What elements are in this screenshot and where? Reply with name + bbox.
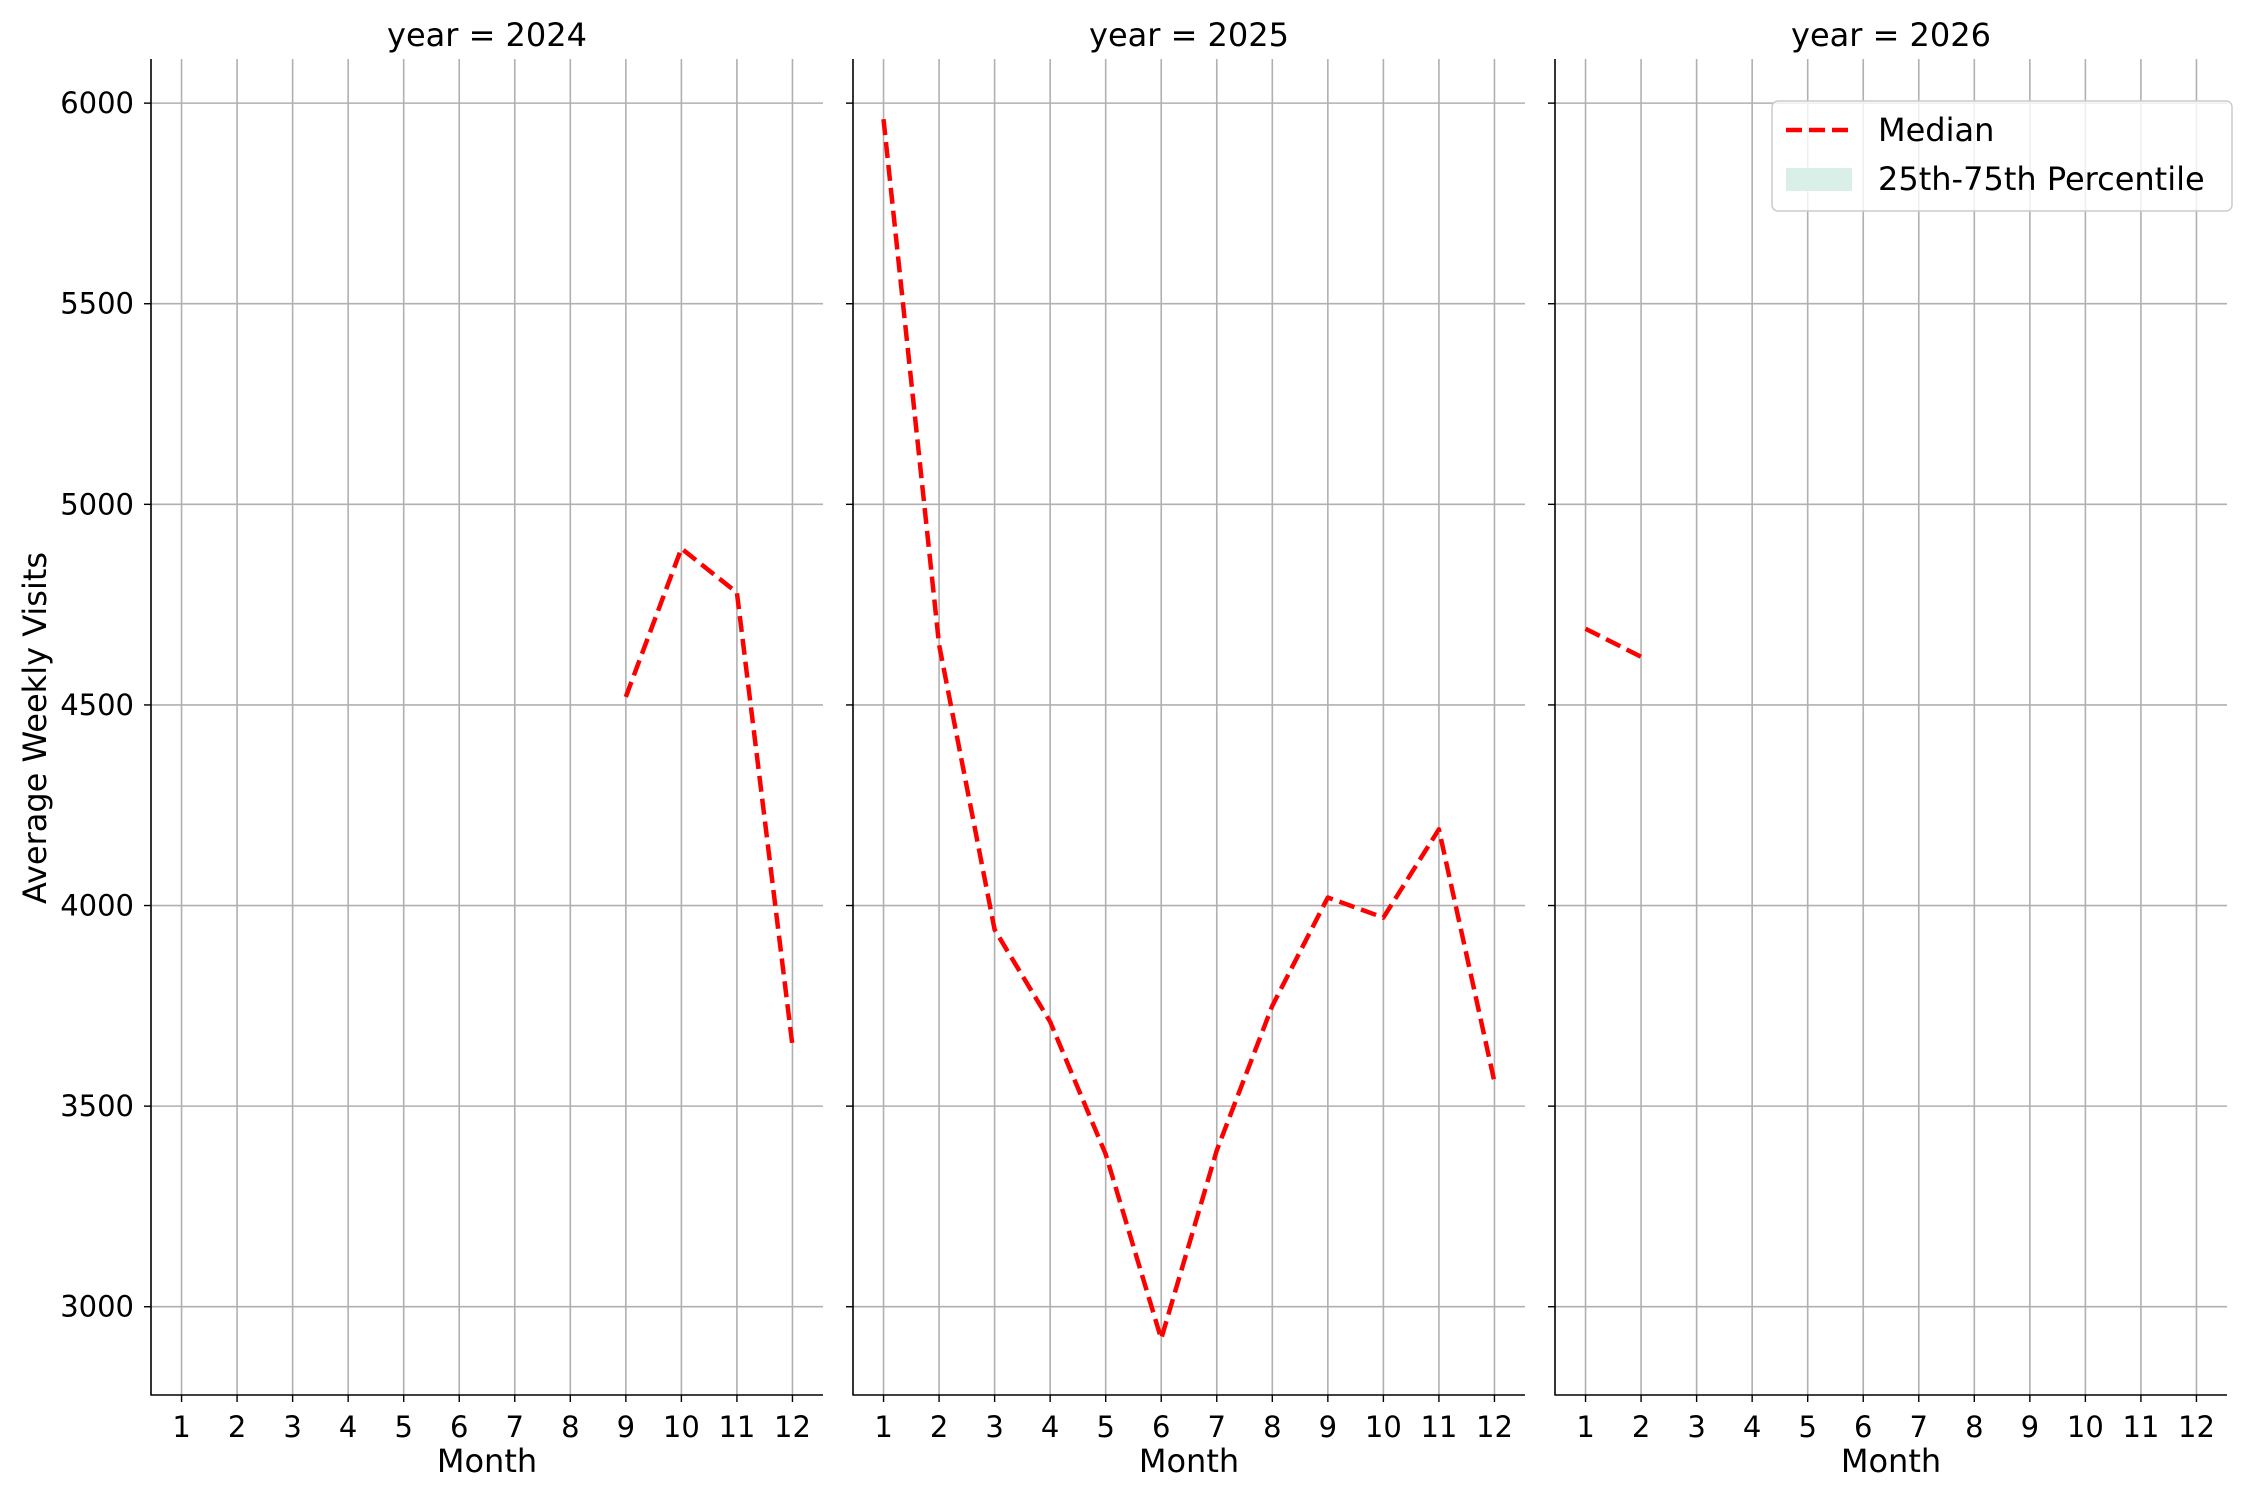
y-axis-label: Average Weekly Visits [16, 552, 54, 904]
x-axis-label: Month [1139, 1442, 1239, 1480]
x-tick-label: 9 [617, 1410, 635, 1444]
x-tick-label: 8 [1965, 1410, 1983, 1444]
x-tick-label: 12 [2178, 1410, 2215, 1444]
median-line [626, 549, 793, 1047]
x-tick-label: 6 [450, 1410, 468, 1444]
x-tick-label: 10 [1365, 1410, 1402, 1444]
x-tick-label: 2 [1632, 1410, 1650, 1444]
panel-title: year = 2024 [387, 16, 587, 54]
x-tick-label: 3 [985, 1410, 1003, 1444]
x-tick-label: 6 [1854, 1410, 1872, 1444]
y-tick-label: 3000 [60, 1290, 134, 1324]
x-tick-label: 3 [283, 1410, 301, 1444]
x-tick-label: 8 [561, 1410, 579, 1444]
x-axis-label: Month [437, 1442, 537, 1480]
x-tick-label: 7 [1208, 1410, 1226, 1444]
legend-band-swatch [1786, 168, 1852, 191]
x-tick-label: 7 [1910, 1410, 1928, 1444]
x-tick-label: 5 [1798, 1410, 1816, 1444]
x-tick-label: 1 [874, 1410, 892, 1444]
x-tick-label: 1 [1576, 1410, 1594, 1444]
x-tick-label: 4 [339, 1410, 357, 1444]
y-tick-label: 3500 [60, 1089, 134, 1123]
x-tick-label: 12 [774, 1410, 811, 1444]
x-tick-label: 7 [506, 1410, 524, 1444]
x-tick-label: 11 [1420, 1410, 1457, 1444]
panel-title: year = 2025 [1089, 16, 1289, 54]
x-tick-label: 10 [663, 1410, 700, 1444]
x-tick-label: 9 [1319, 1410, 1337, 1444]
x-tick-label: 8 [1263, 1410, 1281, 1444]
x-axis-label: Month [1841, 1442, 1941, 1480]
legend-median-label: Median [1878, 111, 1994, 149]
legend-band-label: 25th-75th Percentile [1878, 160, 2205, 198]
y-tick-label: 4000 [60, 889, 134, 923]
x-tick-label: 10 [2067, 1410, 2104, 1444]
x-tick-label: 4 [1041, 1410, 1059, 1444]
x-tick-label: 5 [394, 1410, 412, 1444]
x-tick-label: 3 [1687, 1410, 1705, 1444]
y-tick-label: 5500 [60, 287, 134, 321]
y-tick-label: 6000 [60, 86, 134, 120]
median-line [1586, 629, 1642, 657]
x-tick-label: 11 [2122, 1410, 2159, 1444]
x-tick-label: 5 [1096, 1410, 1114, 1444]
x-tick-label: 12 [1476, 1410, 1513, 1444]
x-tick-label: 9 [2021, 1410, 2039, 1444]
median-line [884, 119, 1495, 1339]
x-tick-label: 1 [172, 1410, 190, 1444]
legend: Median 25th-75th Percentile [1772, 101, 2232, 211]
x-tick-label: 11 [718, 1410, 755, 1444]
x-tick-label: 4 [1743, 1410, 1761, 1444]
x-tick-label: 2 [930, 1410, 948, 1444]
x-tick-label: 6 [1152, 1410, 1170, 1444]
y-tick-label: 4500 [60, 688, 134, 722]
panel-title: year = 2026 [1791, 16, 1991, 54]
y-tick-label: 5000 [60, 487, 134, 521]
x-tick-label: 2 [228, 1410, 246, 1444]
